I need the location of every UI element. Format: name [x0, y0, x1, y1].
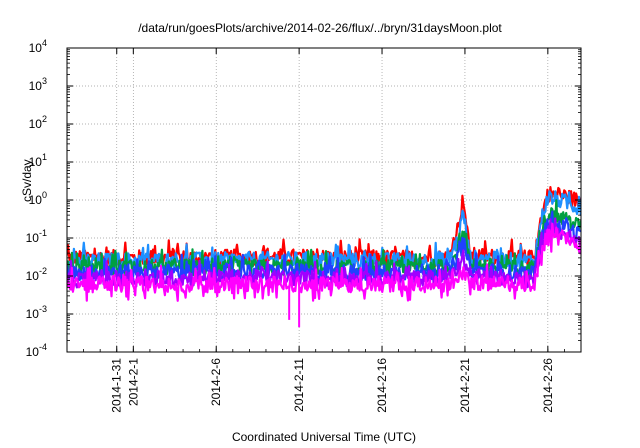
grid: [67, 48, 581, 352]
x-tick-label: 2014-2-16: [375, 358, 389, 413]
series-line: [67, 222, 581, 302]
y-tick-label: 103: [29, 76, 47, 93]
y-tick-label: 104: [29, 38, 47, 55]
plot-frame: [66, 47, 582, 353]
y-tick-label: 10-2: [26, 266, 47, 283]
series-line: [67, 190, 581, 270]
y-tick-exponent: -2: [39, 266, 47, 276]
x-tick-label: 2014-2-6: [209, 358, 223, 406]
series-group: [67, 186, 581, 328]
x-tick-label: 2014-1-31: [110, 358, 124, 413]
x-axis-label: Coordinated Universal Time (UTC): [231, 430, 417, 444]
y-axis-label: cSv/day: [20, 159, 34, 202]
x-tick-label: 2014-2-21: [458, 358, 472, 413]
x-axis: 2014-1-31 2014-2-1 2014-2-6 2014-2-11 2014-2…: [66, 48, 582, 413]
y-tick-label: 10-4: [26, 342, 47, 359]
x-tick-label: 2014-2-1: [126, 358, 140, 406]
y-tick-label: 10-3: [26, 304, 47, 321]
x-tick-label: 2014-2-26: [541, 358, 555, 413]
y-tick-exponent: 4: [42, 38, 47, 48]
y-tick-label: 10-1: [26, 228, 47, 245]
y-tick-exponent: -3: [39, 304, 47, 314]
y-tick-exponent: 3: [42, 76, 47, 86]
y-tick-exponent: -4: [39, 342, 47, 352]
x-tick-label: 2014-2-11: [292, 358, 306, 412]
y-tick-label: 102: [29, 114, 47, 131]
y-tick-exponent: 0: [42, 190, 47, 200]
y-tick-exponent: -1: [39, 228, 47, 238]
y-tick-exponent: 1: [42, 152, 47, 162]
chart-title: /data/run/goesPlots/archive/2014-02-26/f…: [138, 21, 502, 35]
y-tick-exponent: 2: [42, 114, 47, 124]
